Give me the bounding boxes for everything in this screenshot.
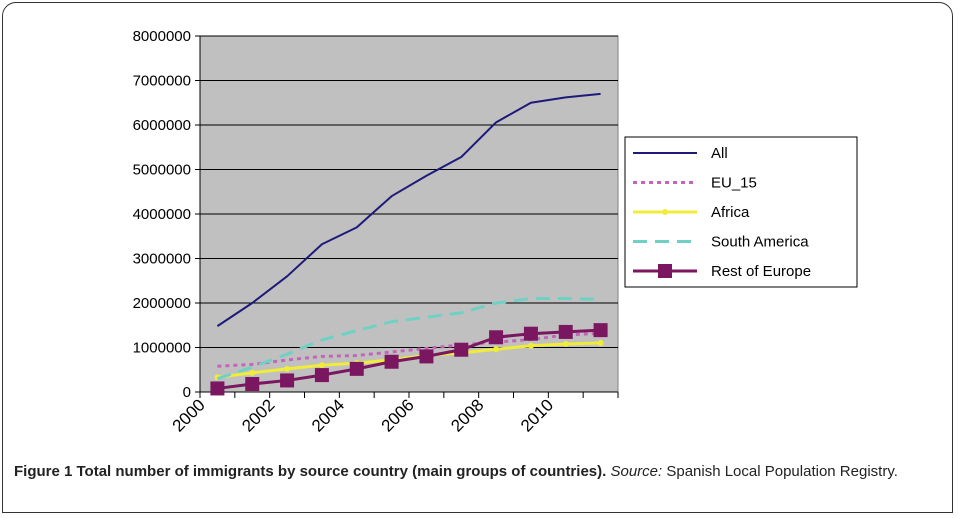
data-point bbox=[454, 342, 469, 357]
y-tick-label: 1000000 bbox=[133, 340, 191, 357]
line-chart: 0 1000000 2000000 3000000 4000000 5000000 6000… bbox=[133, 28, 858, 436]
series-line-south-america bbox=[216, 297, 601, 381]
x-tick-label: 2008 bbox=[447, 395, 487, 435]
y-tick-label: 0 bbox=[183, 384, 191, 401]
data-point bbox=[562, 340, 569, 347]
y-tick-label: 2000000 bbox=[133, 295, 191, 312]
data-point bbox=[314, 368, 329, 383]
x-tick-label: 2004 bbox=[308, 395, 348, 435]
caption-source-label: Source: bbox=[610, 463, 663, 480]
y-tick-label: 5000000 bbox=[133, 162, 191, 179]
y-tick-label: 3000000 bbox=[133, 251, 191, 268]
data-point bbox=[419, 349, 434, 364]
caption-source-text: Spanish Local Population Registry. bbox=[666, 463, 898, 480]
data-point bbox=[527, 342, 534, 349]
data-point bbox=[249, 369, 256, 376]
data-point bbox=[210, 381, 225, 396]
legend-label: EU_15 bbox=[711, 175, 757, 192]
data-point bbox=[523, 326, 538, 341]
figure-caption: Figure 1 Total number of immigrants by s… bbox=[14, 461, 944, 483]
legend-marker bbox=[662, 209, 668, 215]
data-point bbox=[245, 376, 260, 391]
series-line-all bbox=[216, 92, 601, 327]
data-point bbox=[384, 354, 399, 369]
series-layer bbox=[210, 92, 608, 396]
caption-title: Figure 1 Total number of immigrants by s… bbox=[14, 463, 607, 480]
x-tick-label: 2010 bbox=[517, 395, 557, 435]
x-tick-label: 2000 bbox=[169, 395, 209, 435]
data-point bbox=[349, 361, 364, 376]
legend: All EU_15 Africa South America Rest of Europ… bbox=[624, 136, 858, 288]
figure-frame bbox=[2, 2, 953, 513]
y-tick-labels: 0 1000000 2000000 3000000 4000000 5000000 6000… bbox=[133, 28, 191, 401]
data-point bbox=[558, 324, 573, 339]
x-tick-label: 2006 bbox=[378, 395, 418, 435]
data-point bbox=[489, 330, 504, 345]
data-point bbox=[280, 373, 295, 388]
x-tick-labels: 2000 2002 2004 2006 2008 2010 bbox=[169, 395, 558, 435]
data-point bbox=[493, 346, 500, 353]
x-tick-label: 2002 bbox=[238, 395, 278, 435]
data-point bbox=[597, 340, 604, 347]
data-point bbox=[318, 362, 325, 369]
legend-label: Rest of Europe bbox=[711, 263, 811, 280]
legend-label: South America bbox=[711, 234, 809, 251]
y-tick-label: 4000000 bbox=[133, 206, 191, 223]
y-tick-label: 6000000 bbox=[133, 117, 191, 134]
axes bbox=[195, 35, 619, 398]
legend-label: Africa bbox=[711, 204, 750, 221]
y-tick-label: 7000000 bbox=[133, 73, 191, 90]
grid-lines bbox=[200, 35, 618, 348]
y-tick-label: 8000000 bbox=[133, 28, 191, 45]
legend-label: All bbox=[711, 145, 728, 162]
data-point bbox=[593, 323, 608, 338]
legend-marker bbox=[658, 264, 672, 278]
data-point bbox=[284, 365, 291, 372]
